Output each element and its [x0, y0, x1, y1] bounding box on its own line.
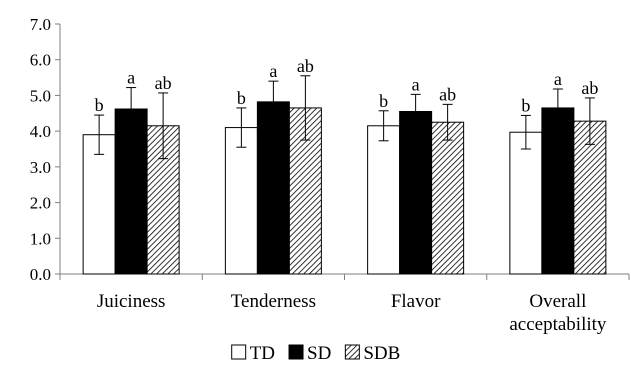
- bar: [146, 125, 180, 275]
- significance-letter: ab: [581, 78, 598, 98]
- y-tick-label: 6.0: [30, 51, 51, 70]
- error-bar: [268, 80, 279, 124]
- y-tick-label: 1.0: [30, 229, 51, 248]
- bar: [509, 131, 543, 275]
- error-bar: [410, 93, 421, 130]
- bar: [431, 121, 465, 275]
- significance-letter: b: [237, 88, 246, 108]
- error-bar: [236, 107, 247, 148]
- error-bar: [584, 97, 595, 145]
- significance-letter: a: [127, 68, 135, 88]
- legend-label: SDB: [363, 343, 400, 364]
- significance-letter: ab: [439, 84, 456, 104]
- y-tick-label: 5.0: [30, 86, 51, 105]
- bar: [541, 107, 575, 275]
- legend-swatch: [231, 344, 247, 360]
- x-category-label: Overall acceptability: [509, 291, 607, 335]
- legend-label: SD: [307, 343, 331, 364]
- legend-item: TD: [231, 343, 275, 364]
- bar: [367, 125, 401, 275]
- significance-letter: b: [379, 91, 388, 111]
- significance-letter: a: [412, 74, 420, 94]
- x-axis: Juiciness Tenderness Flavor Overall acceptab…: [59, 273, 630, 335]
- bar: [224, 127, 258, 275]
- significance-letter: b: [95, 95, 104, 115]
- legend-swatch: [344, 344, 360, 360]
- error-bar: [442, 103, 453, 141]
- error-bar: [300, 75, 311, 141]
- bar: [82, 134, 116, 275]
- bar: [114, 108, 148, 275]
- x-category-label: Flavor: [391, 291, 441, 312]
- error-bar: [378, 110, 389, 142]
- x-category-label: Tenderness: [231, 291, 316, 312]
- legend-item: SDB: [344, 343, 400, 364]
- bar: [256, 101, 290, 275]
- y-tick-label: 2.0: [30, 194, 51, 213]
- x-category-label: Juiciness: [97, 291, 166, 312]
- legend-swatch: [288, 344, 304, 360]
- bar: [399, 111, 433, 275]
- y-tick-label: 0.0: [30, 265, 51, 284]
- error-bar: [520, 114, 531, 150]
- legend: TD SD SDB: [231, 343, 400, 364]
- y-tick-label: 4.0: [30, 122, 51, 141]
- legend-item: SD: [288, 343, 331, 364]
- legend-label: TD: [250, 343, 275, 364]
- error-bar: [94, 114, 105, 155]
- significance-letter: ab: [155, 73, 172, 93]
- significance-letter: a: [269, 61, 277, 81]
- error-bar: [552, 88, 563, 128]
- bar: [573, 120, 607, 275]
- significance-letter: ab: [297, 56, 314, 76]
- error-bar: [158, 92, 169, 160]
- significance-letter: b: [521, 95, 530, 115]
- error-bar: [126, 87, 137, 131]
- y-tick-label: 7.0: [30, 15, 51, 34]
- y-axis: 0.0 1.0 2.0 3.0 4.0 5.0 6.0 7.0: [30, 15, 61, 284]
- significance-letter: a: [554, 69, 562, 89]
- y-tick-label: 3.0: [30, 158, 51, 177]
